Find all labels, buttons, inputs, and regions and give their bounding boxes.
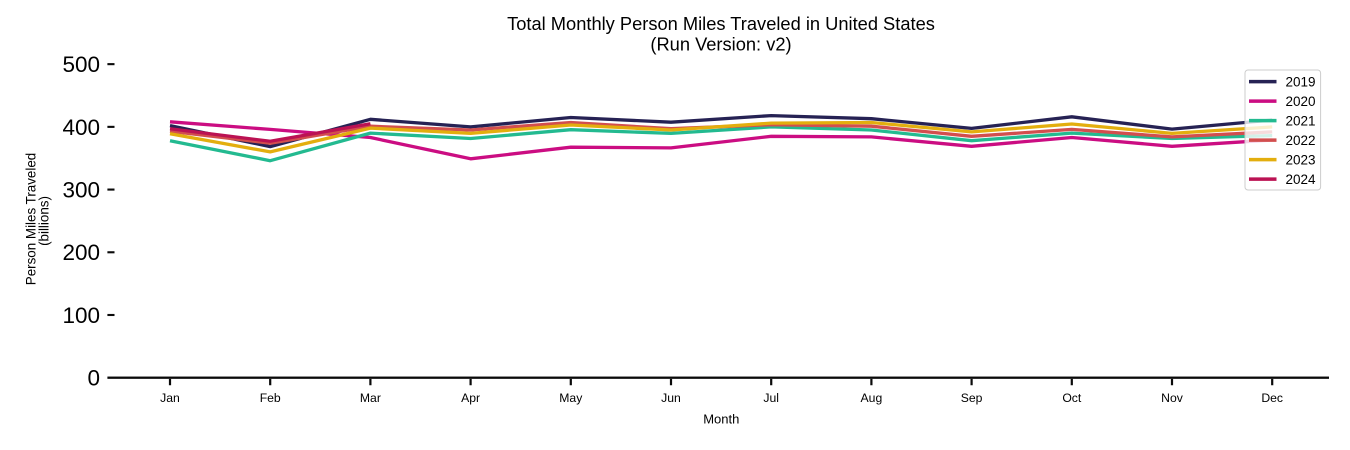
svg-text:2021: 2021 [1286, 113, 1316, 128]
svg-text:Total Monthly Person Miles Tra: Total Monthly Person Miles Traveled in U… [507, 13, 935, 34]
svg-text:Dec: Dec [1261, 391, 1283, 405]
svg-text:Jun: Jun [661, 391, 681, 405]
svg-text:Jan: Jan [160, 391, 180, 405]
svg-text:May: May [559, 391, 583, 405]
svg-text:Oct: Oct [1062, 391, 1082, 405]
svg-text:Aug: Aug [861, 391, 883, 405]
svg-text:Mar: Mar [360, 391, 381, 405]
svg-text:(billions): (billions) [37, 196, 52, 246]
svg-text:2024: 2024 [1286, 172, 1317, 187]
svg-text:100: 100 [62, 303, 100, 328]
svg-text:300: 300 [62, 178, 100, 203]
svg-text:400: 400 [62, 115, 100, 140]
svg-text:(Run Version: v2): (Run Version: v2) [650, 33, 791, 54]
svg-text:2020: 2020 [1286, 94, 1316, 109]
svg-text:Feb: Feb [260, 391, 281, 405]
svg-text:200: 200 [62, 240, 100, 265]
svg-text:Nov: Nov [1161, 391, 1184, 405]
svg-text:Month: Month [703, 411, 739, 426]
svg-text:Jul: Jul [763, 391, 779, 405]
svg-text:0: 0 [87, 366, 100, 391]
svg-text:2019: 2019 [1286, 74, 1316, 89]
svg-text:2022: 2022 [1286, 133, 1316, 148]
svg-text:Person Miles Traveled: Person Miles Traveled [23, 153, 38, 285]
svg-text:Sep: Sep [961, 391, 983, 405]
svg-text:Apr: Apr [461, 391, 480, 405]
svg-text:500: 500 [62, 52, 100, 77]
svg-text:2023: 2023 [1286, 152, 1316, 167]
